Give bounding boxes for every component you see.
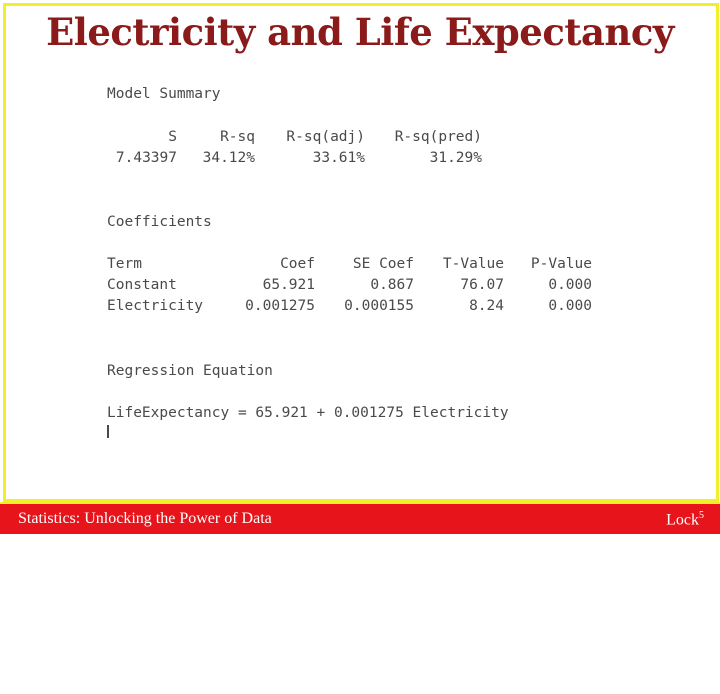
coef-row-constant-coef: 65.921 [262, 277, 315, 293]
model-summary-header-rsq-adj: R-sq(adj) [286, 129, 365, 145]
model-summary-heading: Model Summary [107, 86, 221, 102]
coef-row-electricity-term: Electricity [107, 298, 204, 314]
footer-author-superscript: 5 [699, 510, 704, 521]
coefficients-heading: Coefficients [107, 214, 212, 230]
coef-header-p-value: P-Value [530, 256, 592, 272]
footer-author: Lock5 [666, 510, 704, 529]
coef-row-electricity-p: 0.000 [548, 298, 592, 314]
coef-row-electricity-se: 0.000155 [344, 298, 414, 314]
footer-author-name: Lock [666, 511, 699, 529]
model-summary-value-s: 7.43397 [115, 150, 177, 166]
coef-header-coef: Coef [280, 256, 315, 272]
footer-bar: Statistics: Unlocking the Power of Data … [0, 502, 720, 534]
model-summary-header-s: S [168, 129, 177, 145]
coef-row-electricity-t: 8.24 [469, 298, 504, 314]
slide-title: Electricity and Life Expectancy [46, 10, 674, 54]
coef-row-constant-se: 0.867 [370, 277, 414, 293]
minitab-output: Model Summary S R-sq R-sq(adj) R-sq(pred… [107, 86, 607, 446]
coef-header-term: Term [107, 256, 142, 272]
coef-header-t-value: T-Value [442, 256, 504, 272]
coef-row-electricity-coef: 0.001275 [245, 298, 315, 314]
model-summary-header-rsq: R-sq [220, 129, 255, 145]
footer-book-title: Statistics: Unlocking the Power of Data [18, 510, 272, 527]
coef-header-se-coef: SE Coef [352, 256, 414, 272]
model-summary-value-rsq: 34.12% [202, 150, 255, 166]
coef-row-constant-term: Constant [107, 277, 177, 293]
model-summary-header-rsq-pred: R-sq(pred) [394, 129, 482, 145]
model-summary-value-rsq-adj: 33.61% [312, 150, 365, 166]
coef-row-constant-t: 76.07 [460, 277, 504, 293]
regression-equation: LifeExpectancy = 65.921 + 0.001275 Elect… [107, 405, 509, 421]
text-cursor [107, 425, 109, 438]
coef-row-constant-p: 0.000 [548, 277, 592, 293]
regression-heading: Regression Equation [107, 363, 273, 379]
model-summary-value-rsq-pred: 31.29% [429, 150, 482, 166]
slide-frame [3, 3, 719, 502]
